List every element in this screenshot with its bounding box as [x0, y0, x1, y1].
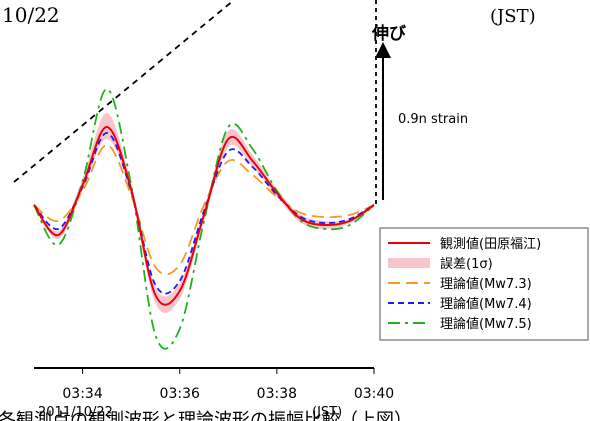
- x-tick-label-0: 03:34: [62, 386, 102, 402]
- caption-fragment: 各観測点の観測波形と理論波形の振幅比較（上図）: [0, 410, 412, 421]
- legend-label-2: 理論値(Mw7.3): [440, 276, 532, 292]
- series-lines-layer: [33, 88, 375, 350]
- diagonal-dashed-line: [13, 0, 235, 183]
- legend: 観測値(田原福江) 誤差(1σ) 理論値(Mw7.3) 理論値(Mw7.4) 理論値(M…: [379, 227, 589, 341]
- x-tick-labels: 03:34 03:36 03:38 03:40: [62, 368, 394, 402]
- series-line-0: [33, 126, 375, 306]
- scale-bar-label: 伸び: [371, 23, 406, 44]
- legend-label-1: 誤差(1σ): [440, 256, 493, 272]
- legend-label-0: 観測値(田原福江): [440, 236, 541, 252]
- x-tick-label-2: 03:38: [257, 386, 297, 402]
- scale-bar-value: 0.9n strain: [398, 112, 468, 127]
- x-tick-label-1: 03:36: [160, 386, 200, 402]
- header-date-fragment: 10/22: [2, 3, 60, 27]
- header-timezone: (JST): [490, 6, 536, 27]
- legend-swatch-1: [388, 258, 430, 268]
- series-line-3: [33, 132, 375, 295]
- legend-label-4: 理論値(Mw7.5): [440, 316, 532, 332]
- series-line-2: [33, 144, 375, 276]
- series-line-4: [33, 88, 375, 350]
- legend-label-3: 理論値(Mw7.4): [440, 296, 532, 312]
- x-date-label: 2011/10/22: [38, 405, 113, 420]
- x-tick-label-3: 03:40: [354, 386, 394, 402]
- x-timezone-label: (JST): [312, 405, 342, 420]
